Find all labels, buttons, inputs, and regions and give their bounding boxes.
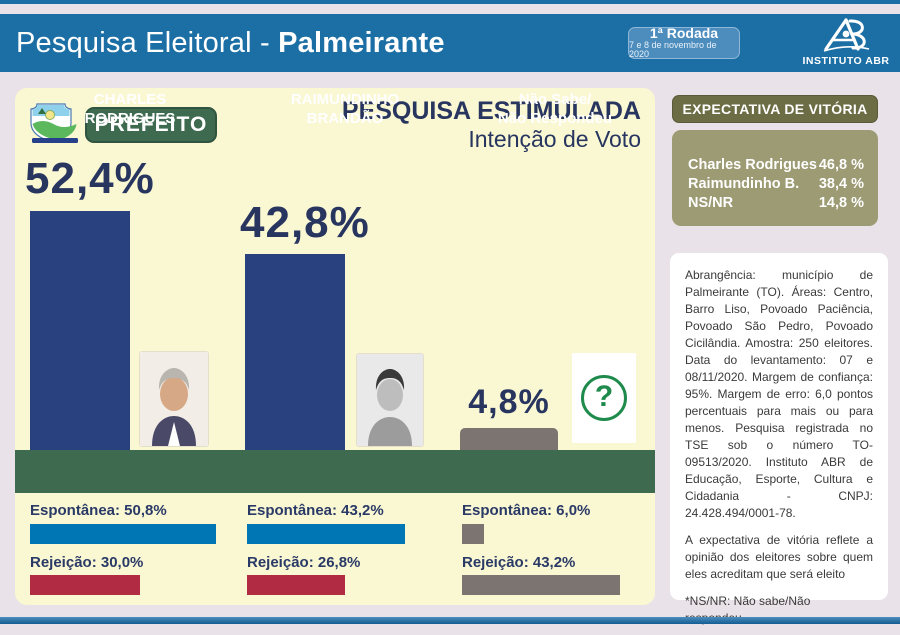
candidate-name-line: RODRIGUES xyxy=(84,109,176,127)
rejeicao-bar-nsnr xyxy=(462,575,620,595)
expectativa-row: NS/NR 14,8 % xyxy=(688,194,864,213)
espontanea-label-charles: Espontânea: 50,8% xyxy=(30,502,167,519)
panel-subtitle: Intenção de Voto xyxy=(468,126,641,152)
candidate-name-line: Não Respondeu xyxy=(497,109,613,127)
espontanea-bar-nsnr xyxy=(462,524,484,544)
espontanea-bar-charles xyxy=(30,524,216,544)
question-mark-icon: ? xyxy=(581,375,627,421)
top-divider xyxy=(0,0,900,4)
espontanea-bar-raimundinho xyxy=(247,524,405,544)
methodology-text: Abrangência: município de Palmeirante (T… xyxy=(685,268,873,520)
expectativa-row: Raimundinho B. 38,4 % xyxy=(688,175,864,194)
rejeicao-bar-charles xyxy=(30,575,140,595)
candidate-name-line: BRANDÃO xyxy=(306,109,384,127)
expectativa-row: Charles Rodrigues 46,8 % xyxy=(688,156,864,175)
bar-value-charles: 52,4% xyxy=(25,154,155,203)
candidate-name-line: CHARLES xyxy=(93,90,167,108)
expectativa-box: Charles Rodrigues 46,8 % Raimundinho B. … xyxy=(672,130,878,226)
rejeicao-label-raimundinho: Rejeição: 26,8% xyxy=(247,554,361,571)
institute-logo-block: INSTITUTO ABR xyxy=(800,16,892,72)
city-crest-icon xyxy=(30,103,78,143)
panel-title: PESQUISA ESTIMULADA xyxy=(341,97,641,125)
expectativa-name: NS/NR xyxy=(688,195,734,211)
expectativa-name: Raimundinho B. xyxy=(688,176,800,192)
page-title-prefix: Pesquisa Eleitoral - xyxy=(16,26,279,59)
panel-title-block: PESQUISA ESTIMULADA Intenção de Voto xyxy=(342,96,641,154)
expectativa-title: EXPECTATIVA DE VITÓRIA xyxy=(672,95,878,123)
vote-bar-nsnr xyxy=(460,428,558,450)
rejeicao-label-nsnr: Rejeição: 43,2% xyxy=(462,554,576,571)
candidate-name-raimundinho: RAIMUNDINHO BRANDÃO xyxy=(245,88,445,131)
round-label: 1ª Rodada xyxy=(649,25,719,42)
candidate-photo-charles xyxy=(140,352,208,446)
page-title: Pesquisa Eleitoral - Palmeirante xyxy=(0,27,445,60)
candidate-name-line: RAIMUNDINHO xyxy=(290,90,400,108)
expectativa-value: 46,8 % xyxy=(818,157,864,173)
bar-value-raimundinho: 42,8% xyxy=(240,198,370,247)
round-dates: 7 e 8 de novembro de 2020 xyxy=(629,39,717,60)
bar-value-nsnr: 4,8% xyxy=(468,383,550,421)
header-bar: Pesquisa Eleitoral - Palmeirante 1ª Roda… xyxy=(0,14,900,72)
expectativa-note: A expectativa de vitória reflete a opini… xyxy=(685,533,873,581)
page-title-city: Palmeirante xyxy=(278,26,445,59)
rejeicao-label-charles: Rejeição: 30,0% xyxy=(30,554,144,571)
candidate-photo-raimundinho xyxy=(357,354,423,446)
vote-bar-raimundinho xyxy=(245,254,345,450)
round-badge: 1ª Rodada 7 e 8 de novembro de 2020 xyxy=(628,25,740,60)
expectativa-value: 38,4 % xyxy=(818,176,864,192)
institute-name: INSTITUTO ABR xyxy=(802,55,890,67)
rejeicao-bar-raimundinho xyxy=(247,575,345,595)
nsnr-question-box: ? xyxy=(572,353,636,443)
bottom-divider xyxy=(0,617,900,624)
office-badge: PREFEITO xyxy=(85,107,217,143)
vote-bar-charles xyxy=(30,211,130,450)
candidate-name-nsnr: Não Sabe/ Não Respondeu xyxy=(455,88,655,131)
methodology-card: Abrangência: município de Palmeirante (T… xyxy=(670,253,888,625)
espontanea-label-nsnr: Espontânea: 6,0% xyxy=(462,502,591,519)
results-panel: PREFEITO PESQUISA ESTIMULADA Intenção de… xyxy=(15,88,655,605)
institute-abr-logo-icon xyxy=(823,18,870,52)
candidate-name-band xyxy=(15,450,655,493)
espontanea-label-raimundinho: Espontânea: 43,2% xyxy=(247,502,384,519)
expectativa-value: 14,8 % xyxy=(818,195,864,211)
candidate-name-charles: CHARLES RODRIGUES xyxy=(30,88,230,131)
expectativa-name: Charles Rodrigues xyxy=(688,157,817,173)
candidate-name-line: Não Sabe/ xyxy=(518,90,592,108)
